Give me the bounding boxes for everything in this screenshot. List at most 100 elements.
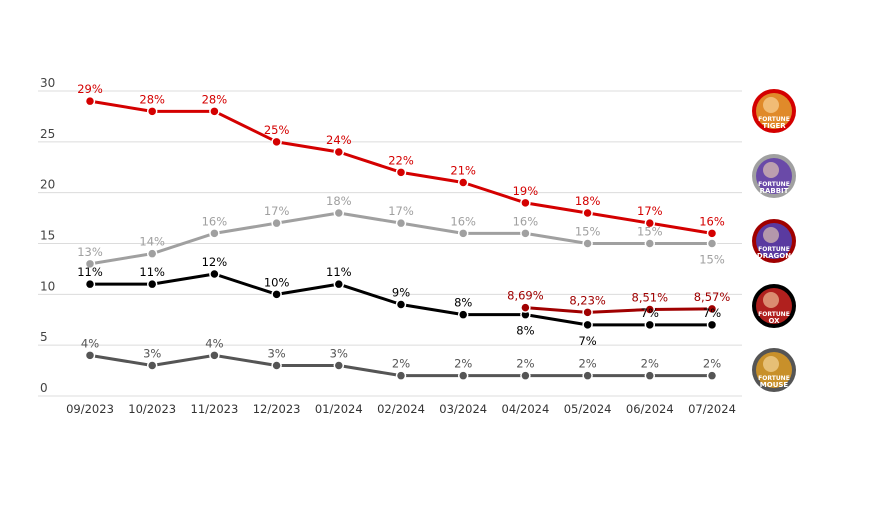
data-point[interactable] xyxy=(84,350,96,361)
data-label: 11% xyxy=(326,265,352,279)
data-point[interactable] xyxy=(271,289,282,300)
data-point[interactable] xyxy=(644,304,656,315)
data-point[interactable] xyxy=(146,360,158,371)
series-segment xyxy=(523,306,590,314)
series-segment xyxy=(212,353,279,367)
data-point[interactable] xyxy=(395,167,407,178)
series-segment xyxy=(337,211,403,225)
y-tick-label: 15 xyxy=(40,229,55,243)
data-point[interactable] xyxy=(582,207,593,219)
x-tick-label: 04/2024 xyxy=(502,402,550,416)
data-point[interactable] xyxy=(520,302,531,313)
series-segment xyxy=(150,353,216,367)
series-segment xyxy=(399,170,465,184)
data-point[interactable] xyxy=(644,238,656,249)
data-point[interactable] xyxy=(146,278,158,290)
y-tick-label: 0 xyxy=(40,381,48,395)
x-tick-label: 12/2023 xyxy=(253,402,301,416)
data-point[interactable] xyxy=(457,370,469,381)
data-point[interactable] xyxy=(209,350,220,361)
data-point[interactable] xyxy=(457,228,469,239)
data-label: 2% xyxy=(392,357,410,371)
data-point[interactable] xyxy=(706,238,718,249)
series-lines xyxy=(84,95,718,381)
icon-title-line2: OX xyxy=(768,317,780,325)
data-point[interactable] xyxy=(271,136,282,148)
data-point[interactable] xyxy=(209,268,220,280)
data-point[interactable] xyxy=(457,177,469,188)
series-fortune-rabbit xyxy=(84,207,718,270)
data-point[interactable] xyxy=(582,319,593,331)
data-label: 7% xyxy=(578,334,596,348)
data-point[interactable] xyxy=(146,248,158,259)
data-point[interactable] xyxy=(395,299,407,310)
x-axis-ticks: 09/2023 10/2023 11/2023 12/2023 01/2024 02/20… xyxy=(66,402,736,416)
data-point[interactable] xyxy=(520,228,531,239)
data-label: 11% xyxy=(139,265,165,279)
icon-title-line2: MOUSE xyxy=(760,381,789,389)
data-point[interactable] xyxy=(84,278,96,290)
data-label: 15% xyxy=(699,253,725,267)
character-art-icon xyxy=(763,292,779,308)
data-point[interactable] xyxy=(706,370,718,381)
data-point[interactable] xyxy=(706,303,718,315)
data-point[interactable] xyxy=(706,319,718,331)
data-point[interactable] xyxy=(333,207,345,219)
data-point[interactable] xyxy=(706,228,718,239)
y-tick-label: 30 xyxy=(40,76,55,90)
data-point[interactable] xyxy=(333,360,345,371)
icon-title-line2: RABBIT xyxy=(760,187,789,195)
y-axis-ticks: 0 5 10 15 20 25 30 xyxy=(40,76,55,395)
data-point[interactable] xyxy=(520,197,531,209)
data-label: 7% xyxy=(641,306,659,320)
data-point[interactable] xyxy=(644,217,656,229)
data-point[interactable] xyxy=(395,217,407,229)
data-point[interactable] xyxy=(209,106,220,117)
data-label: 29% xyxy=(77,82,103,96)
data-point[interactable] xyxy=(333,146,345,158)
data-point[interactable] xyxy=(582,238,593,249)
x-tick-label: 05/2024 xyxy=(564,402,612,416)
series-segment xyxy=(88,353,154,367)
data-label: 11% xyxy=(77,265,103,279)
data-label: 2% xyxy=(641,357,659,371)
data-point[interactable] xyxy=(582,307,593,318)
data-point[interactable] xyxy=(84,95,96,107)
data-point[interactable] xyxy=(84,258,96,270)
icon-title-line1: FORTUNE xyxy=(758,246,790,253)
data-point[interactable] xyxy=(333,278,345,290)
data-point[interactable] xyxy=(644,319,656,331)
x-tick-label: 07/2024 xyxy=(688,402,736,416)
data-point[interactable] xyxy=(520,370,531,381)
data-point[interactable] xyxy=(457,309,469,320)
character-art-icon xyxy=(763,227,779,243)
data-point[interactable] xyxy=(209,228,220,239)
series-segment xyxy=(212,272,279,296)
series-segment xyxy=(523,313,590,327)
y-tick-label: 10 xyxy=(40,279,55,293)
data-point[interactable] xyxy=(644,370,656,381)
data-label: 8,23% xyxy=(569,293,606,307)
data-point[interactable] xyxy=(271,217,282,229)
data-label: 2% xyxy=(578,357,596,371)
data-label: 28% xyxy=(202,92,228,106)
data-point[interactable] xyxy=(271,360,282,371)
data-label: 22% xyxy=(388,153,414,167)
data-point[interactable] xyxy=(582,370,593,381)
x-tick-label: 11/2023 xyxy=(191,402,239,416)
data-label: 18% xyxy=(326,194,352,208)
data-point[interactable] xyxy=(146,106,158,117)
data-point[interactable] xyxy=(395,370,407,381)
data-label: 17% xyxy=(264,204,290,218)
icon-title-line1: FORTUNE xyxy=(758,311,790,318)
data-label: 18% xyxy=(575,194,601,208)
series-segment xyxy=(337,282,403,306)
data-label: 25% xyxy=(264,123,290,137)
series-fortune-dragon xyxy=(520,302,718,318)
icon-title-line1: FORTUNE xyxy=(758,181,790,188)
series-segment xyxy=(586,211,652,225)
icon-title-line1: FORTUNE xyxy=(758,375,790,382)
